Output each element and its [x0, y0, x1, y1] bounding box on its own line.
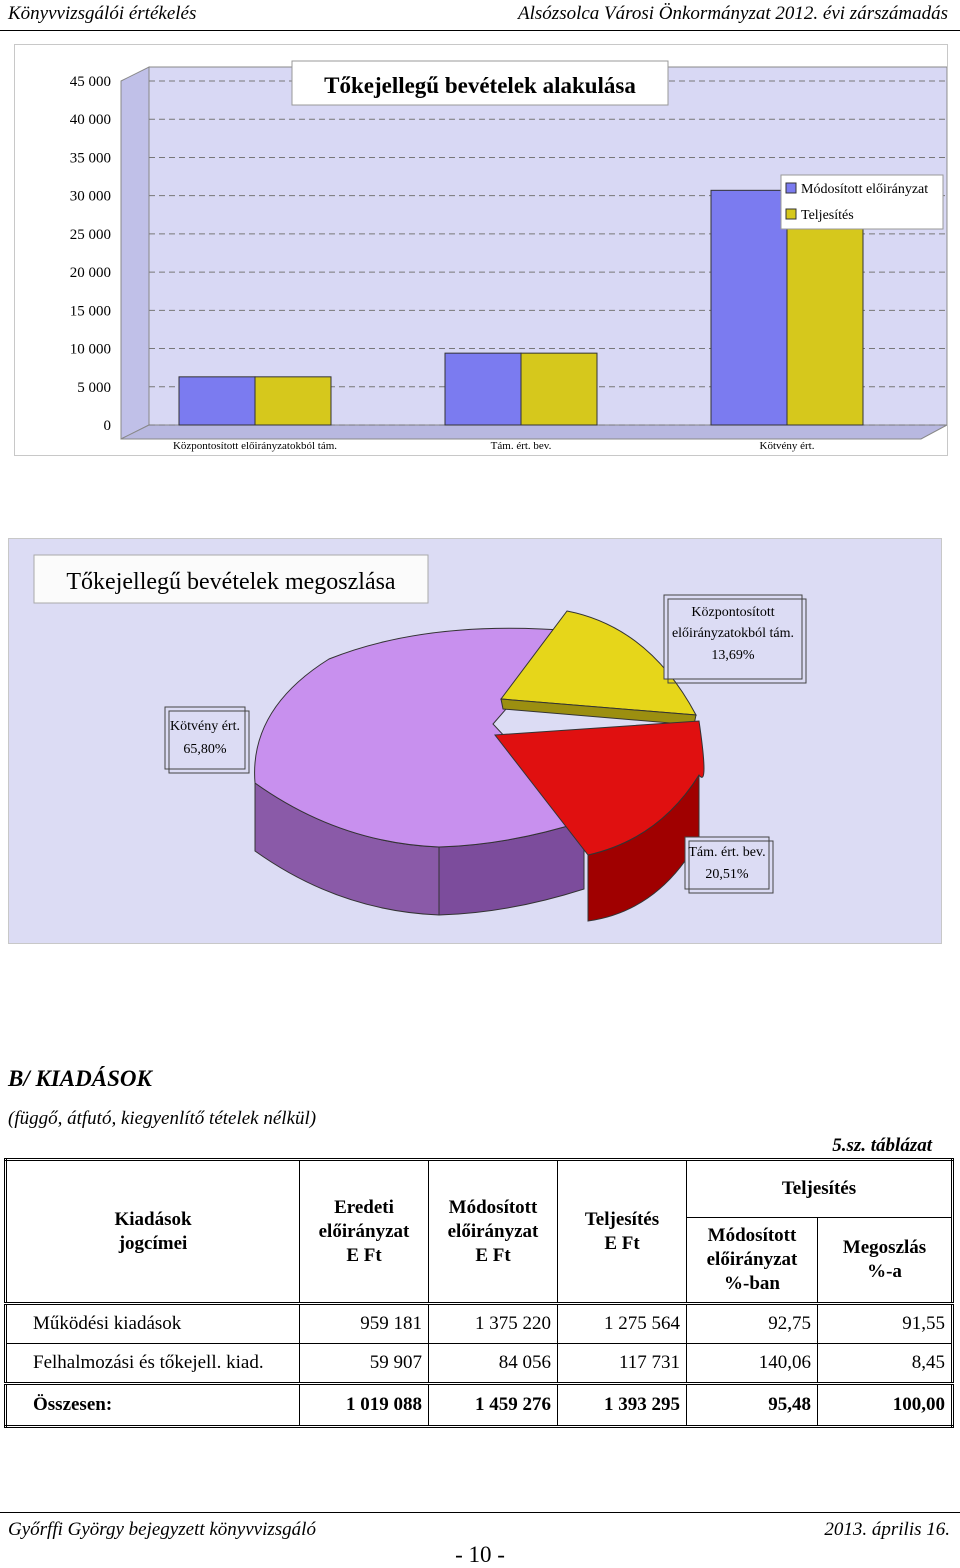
section-title: B/ KIADÁSOK	[8, 1066, 152, 1091]
pie-label-tam-box	[684, 836, 770, 890]
y-tick-label: 20 000	[70, 265, 111, 281]
bar-0-0	[178, 376, 256, 426]
legend-swatch-teljesites	[785, 208, 797, 220]
page-footer: Győrffi György bejegyzett könyvvizsgáló …	[0, 1512, 960, 1540]
pie-label-kozp-name-2: előirányzatokból tám.	[672, 626, 794, 641]
pie-slice-kotveny	[254, 627, 585, 848]
pie-slice-tam	[494, 720, 705, 856]
table-total-row: Összesen: 1 019 088 1 459 276 1 393 295 …	[5, 1382, 953, 1427]
table-row: Működési kiadások 959 181 1 375 220 1 27…	[5, 1303, 953, 1344]
bar-title-box	[291, 60, 669, 106]
y-tick-label: 25 000	[70, 227, 111, 243]
bar-1-0	[254, 376, 332, 426]
x-tick-label: Tám. ért. bev.	[491, 440, 552, 452]
header-megoszlas: Megoszlás %-a	[817, 1217, 953, 1304]
header-right: Alsózsolca Városi Önkormányzat 2012. évi…	[518, 3, 948, 24]
section-subtitle: (függő, átfutó, kiegyenlítő tételek nélk…	[8, 1108, 317, 1129]
pie-label-kozp-name-1: Központosított	[691, 605, 774, 620]
bar-1-1	[520, 352, 598, 426]
footer-left: Győrffi György bejegyzett könyvvizsgáló	[8, 1519, 316, 1540]
pie-label-tam-name: Tám. ért. bev.	[688, 845, 765, 860]
legend-label-modositott: Módosított előirányzat	[801, 182, 928, 197]
y-tick-label: 30 000	[70, 189, 111, 205]
bar-chart-title: Tőkejellegű bevételek alakulása	[324, 73, 636, 98]
table-row: Felhalmozási és tőkejell. kiad. 59 907 8…	[5, 1343, 953, 1384]
table-reference: 5.sz. táblázat	[832, 1135, 932, 1156]
bar-chart-frame: 45 000 40 000 35 000 30 000 25 000 20 000 15 0…	[14, 44, 948, 456]
header-eredeti: Eredeti előirányzat E Ft	[299, 1159, 429, 1304]
pie-label-kotveny-box	[164, 706, 246, 770]
y-tick-label: 15 000	[70, 303, 111, 319]
x-tick-label: Központosított előirányzatokból tám.	[173, 440, 337, 452]
pie-label-kozp-box	[663, 594, 803, 680]
pie-label-tam-pct: 20,51%	[705, 867, 749, 882]
legend-swatch-modositott	[785, 182, 797, 194]
pie-chart-title: Tőkejellegű bevételek megoszlása	[66, 569, 396, 595]
plot-floor	[120, 424, 948, 440]
y-tick-label: 35 000	[70, 150, 111, 166]
pie-chart-frame: Tőkejellegű bevételek megoszlása Központ…	[8, 538, 942, 944]
legend-label-teljesites: Teljesítés	[801, 208, 854, 223]
pie-label-kozp-pct: 13,69%	[711, 648, 755, 663]
pie-label-kotveny-pct: 65,80%	[183, 742, 227, 757]
bar-legend	[780, 174, 944, 230]
y-tick-label: 10 000	[70, 342, 111, 358]
pie-chart: Tőkejellegű bevételek megoszlása Központ…	[33, 554, 807, 922]
y-tick-label: 5 000	[77, 380, 111, 396]
page-number: - 10 -	[455, 1542, 505, 1567]
pie-title-box	[33, 554, 429, 604]
bar-chart: 45 000 40 000 35 000 30 000 25 000 20 000 15 0…	[70, 60, 948, 452]
expenses-table: Kiadások jogcímei Eredeti előirányzat E Ft …	[4, 1158, 954, 1428]
page-header: Könyvvizsgálói értékelés Alsózsolca Váro…	[0, 0, 960, 31]
bar-1-2	[786, 192, 864, 426]
header-teljesites: Teljesítés E Ft	[557, 1159, 687, 1304]
header-teljesites-group: Teljesítés	[686, 1159, 953, 1218]
header-modositott: Módosított előirányzat E Ft	[428, 1159, 558, 1304]
header-mod-pct: Módosított előirányzat %-ban	[686, 1217, 818, 1304]
footer-right: 2013. április 16.	[824, 1519, 950, 1540]
header-left: Könyvvizsgálói értékelés	[8, 3, 197, 24]
y-tick-label: 40 000	[70, 112, 111, 128]
y-tick-label: 45 000	[70, 74, 111, 90]
bar-0-1	[444, 352, 522, 426]
plot-side-wall	[120, 66, 150, 440]
pie-slice-kozp	[500, 610, 697, 716]
x-tick-label: Kötvény ért.	[760, 440, 815, 452]
pie-label-kotveny-name: Kötvény ért.	[170, 719, 240, 734]
header-jogcim: Kiadások jogcímei	[5, 1159, 300, 1304]
y-tick-label: 0	[104, 418, 112, 434]
bar-0-2	[710, 189, 788, 426]
